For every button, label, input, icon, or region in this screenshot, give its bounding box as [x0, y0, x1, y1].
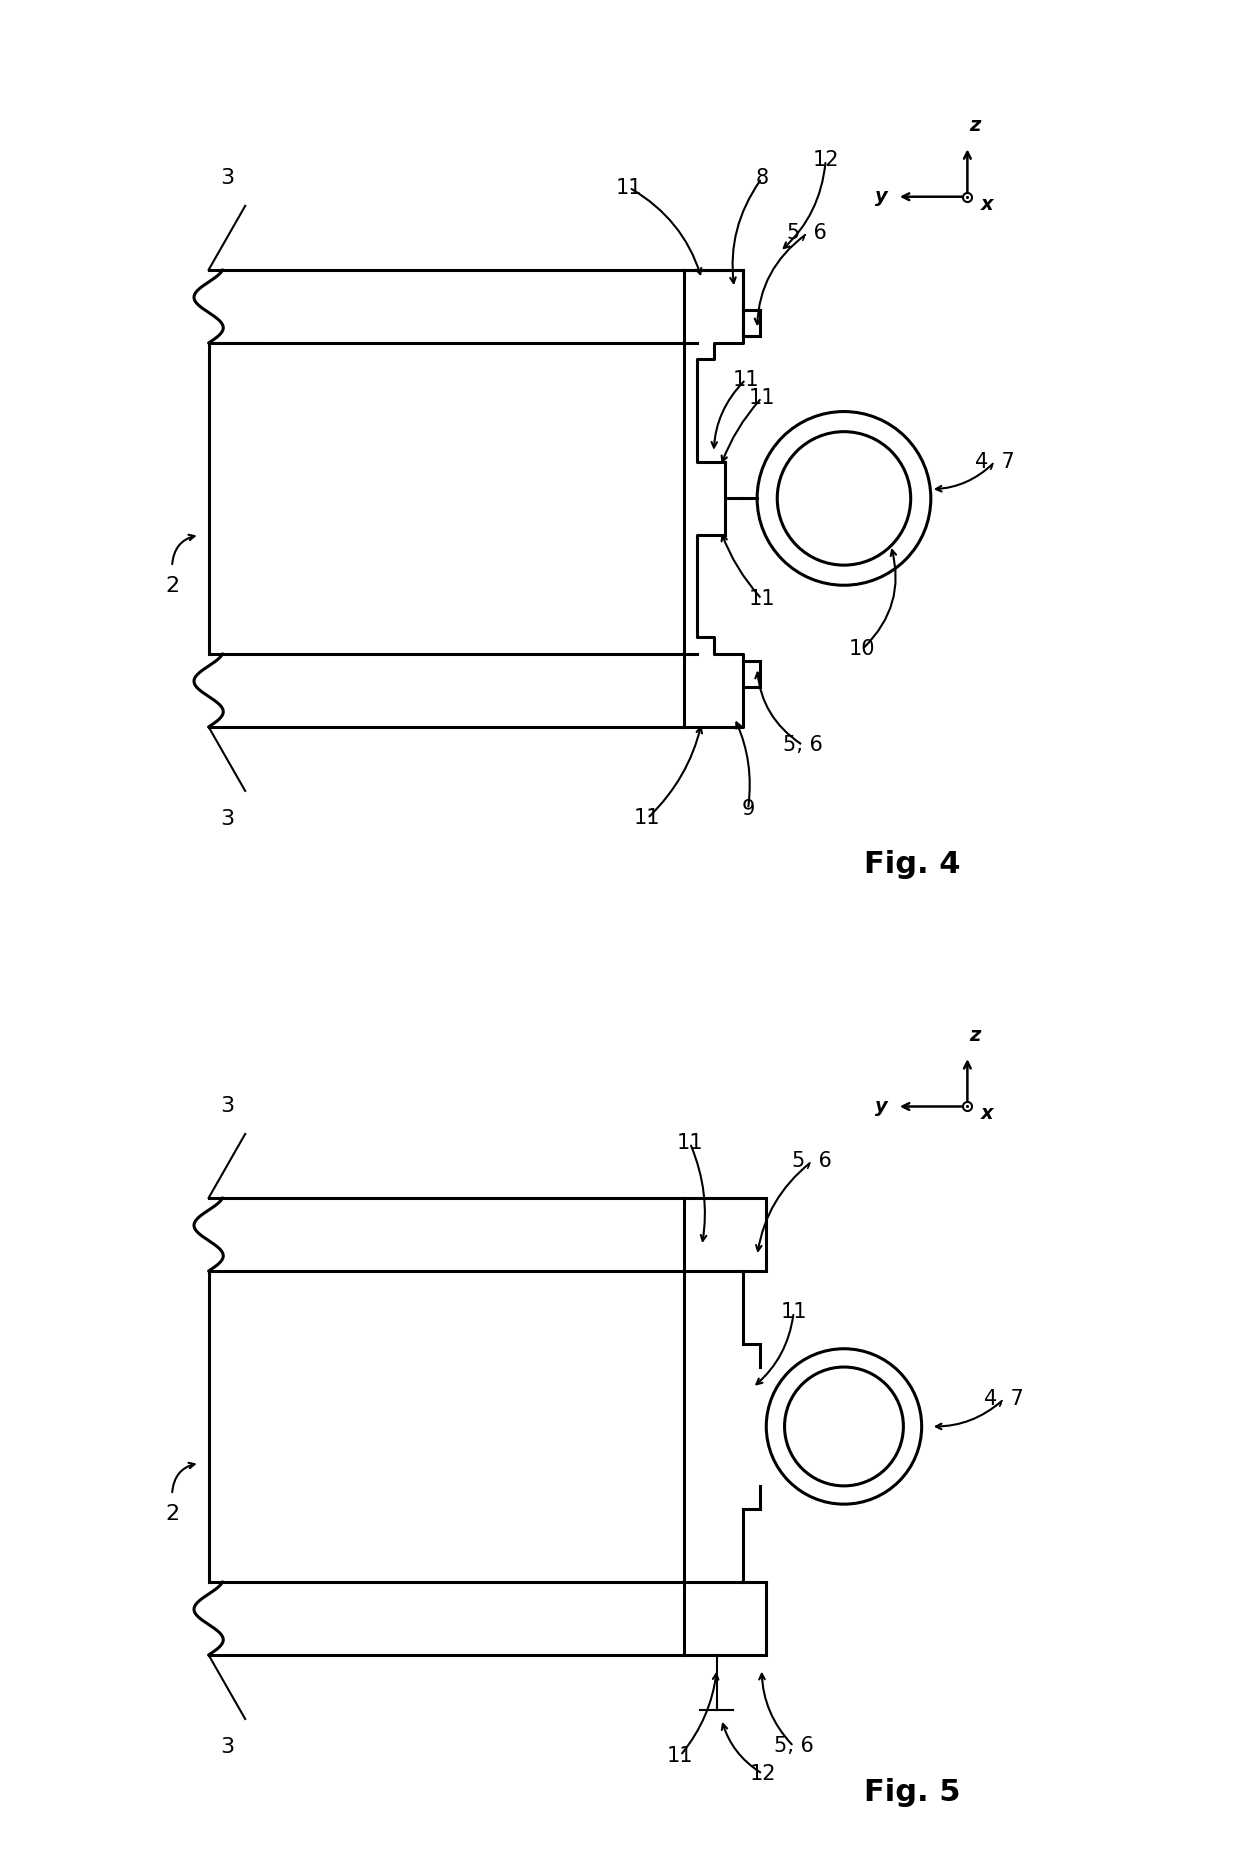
Text: 10: 10 — [849, 640, 875, 660]
Text: 11: 11 — [677, 1133, 703, 1154]
Text: y: y — [875, 187, 888, 206]
Text: 9: 9 — [742, 798, 755, 819]
Text: 5, 6: 5, 6 — [774, 1737, 813, 1756]
Text: Fig. 4: Fig. 4 — [864, 849, 961, 879]
Text: 4, 7: 4, 7 — [975, 453, 1014, 471]
Text: 11: 11 — [634, 808, 661, 828]
Text: z: z — [968, 1027, 981, 1045]
Text: 5, 6: 5, 6 — [792, 1152, 832, 1171]
Text: 12: 12 — [812, 150, 839, 170]
Text: x: x — [981, 1105, 993, 1124]
Text: 5, 6: 5, 6 — [782, 735, 823, 755]
Text: 11: 11 — [780, 1302, 807, 1322]
Text: 12: 12 — [749, 1763, 776, 1784]
Text: 5, 6: 5, 6 — [787, 223, 827, 243]
Text: Fig. 5: Fig. 5 — [864, 1778, 961, 1806]
Text: z: z — [968, 116, 981, 135]
Text: 8: 8 — [755, 168, 769, 189]
Text: 3: 3 — [219, 1096, 234, 1116]
Text: y: y — [875, 1098, 888, 1116]
Text: x: x — [981, 194, 993, 213]
Text: 11: 11 — [667, 1745, 693, 1765]
Text: 3: 3 — [219, 810, 234, 828]
Text: 2: 2 — [165, 1503, 179, 1524]
Text: 11: 11 — [733, 370, 759, 389]
Text: 11: 11 — [749, 589, 775, 610]
Text: 11: 11 — [616, 178, 642, 198]
Text: 3: 3 — [219, 168, 234, 187]
Text: 4, 7: 4, 7 — [985, 1389, 1024, 1408]
Text: 11: 11 — [749, 387, 775, 408]
Text: 2: 2 — [165, 576, 179, 597]
Text: 3: 3 — [219, 1737, 234, 1758]
